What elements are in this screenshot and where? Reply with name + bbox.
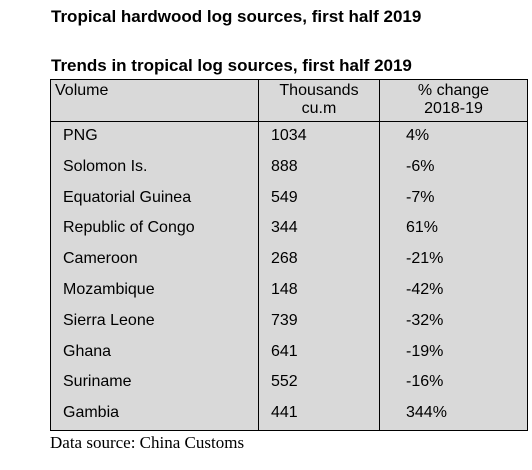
header-change: % change <box>417 82 490 99</box>
data-source-note: Data source: China Customs <box>50 433 245 452</box>
row-change: 61% <box>406 219 439 236</box>
row-change: -21% <box>406 250 444 267</box>
row-country: Mozambique <box>63 281 155 298</box>
data-table <box>50 79 528 431</box>
row-country: Republic of Congo <box>63 219 195 236</box>
row-country: Solomon Is. <box>63 158 148 175</box>
row-volume: 888 <box>271 158 298 175</box>
header-unit: cu.m <box>301 100 337 117</box>
row-volume: 552 <box>271 373 298 390</box>
row-change: -16% <box>406 373 444 390</box>
header-years: 2018-19 <box>424 100 483 117</box>
row-volume: 549 <box>271 189 298 206</box>
row-change: -6% <box>406 158 435 175</box>
row-country: Sierra Leone <box>63 312 155 329</box>
row-change: 344% <box>406 404 447 421</box>
row-country: Ghana <box>63 343 112 360</box>
header-divider <box>51 121 527 122</box>
row-volume: 441 <box>271 404 298 421</box>
row-change: -19% <box>406 343 444 360</box>
page-title: Tropical hardwood log sources, first hal… <box>51 7 422 26</box>
row-country: Cameroon <box>63 250 138 267</box>
row-country: Gambia <box>63 404 120 421</box>
row-change: -7% <box>406 189 435 206</box>
row-change: -42% <box>406 281 444 298</box>
row-volume: 344 <box>271 219 298 236</box>
row-volume: 1034 <box>271 127 307 144</box>
row-volume: 268 <box>271 250 298 267</box>
header-volume: Volume <box>55 82 109 99</box>
row-volume: 641 <box>271 343 298 360</box>
table-title: Trends in tropical log sources, first ha… <box>51 56 412 75</box>
row-volume: 148 <box>271 281 298 298</box>
column-divider <box>258 79 259 431</box>
header-thousands: Thousands <box>279 82 359 99</box>
column-divider <box>379 79 380 431</box>
row-country: PNG <box>63 127 98 144</box>
column-divider <box>50 79 51 431</box>
row-change: -32% <box>406 312 444 329</box>
row-volume: 739 <box>271 312 298 329</box>
row-country: Suriname <box>63 373 132 390</box>
row-change: 4% <box>406 127 430 144</box>
row-country: Equatorial Guinea <box>63 189 192 206</box>
